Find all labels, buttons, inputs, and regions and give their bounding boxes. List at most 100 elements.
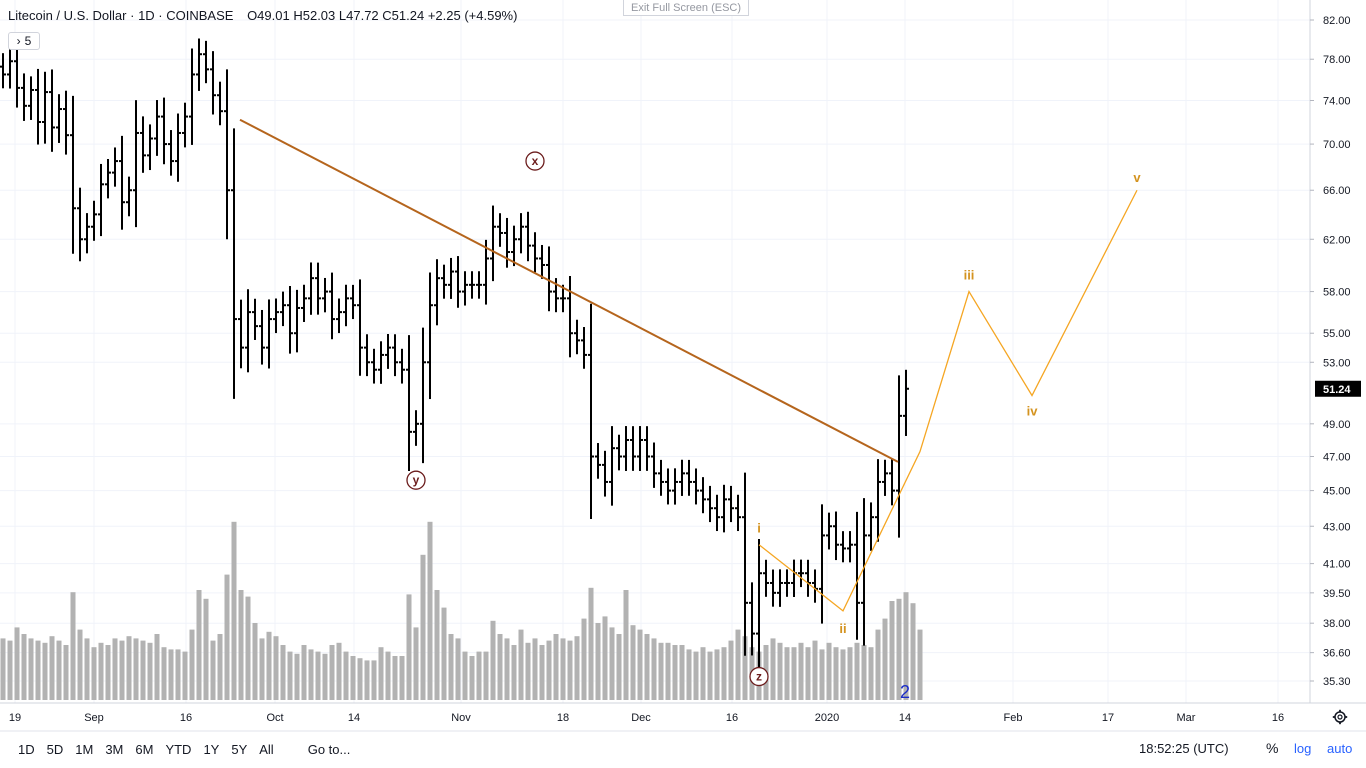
volume-bar bbox=[623, 590, 629, 700]
range-5d-button[interactable]: 5D bbox=[46, 741, 64, 757]
ohlc-bar bbox=[476, 271, 482, 299]
volume-bar bbox=[553, 634, 559, 700]
symbol-name: Litecoin / U.S. Dollar bbox=[8, 8, 127, 23]
x-tick-label: 2020 bbox=[815, 712, 839, 724]
y-tick-label: 74.00 bbox=[1323, 96, 1351, 108]
volume-bar bbox=[875, 629, 881, 700]
volume-bar bbox=[651, 638, 657, 700]
volume-bar bbox=[448, 634, 454, 700]
goto-button[interactable]: Go to... bbox=[307, 741, 351, 757]
volume-bar bbox=[259, 638, 265, 700]
ohlc-bar bbox=[714, 494, 720, 532]
range-1d-button[interactable]: 1D bbox=[18, 741, 35, 757]
volume-bar bbox=[910, 603, 916, 700]
ohlc-bar bbox=[7, 47, 13, 89]
ohlc-bar bbox=[567, 276, 573, 358]
ohlc-bar bbox=[819, 504, 825, 624]
ohlc-bar bbox=[385, 334, 391, 369]
range-1y-button[interactable]: 1Y bbox=[203, 741, 220, 757]
ohlc-bar bbox=[70, 95, 76, 254]
symbol-legend: Litecoin / U.S. Dollar · 1D · COINBASE O… bbox=[8, 8, 518, 23]
ohlc-bar bbox=[357, 279, 363, 376]
ohlc-bar bbox=[791, 559, 797, 597]
volume-bar bbox=[840, 649, 846, 700]
ohlc-bar bbox=[854, 511, 860, 640]
ohlc-bar bbox=[56, 94, 62, 143]
range-5y-button[interactable]: 5Y bbox=[231, 741, 248, 757]
circle-text: x bbox=[532, 154, 539, 168]
close-value: C51.24 bbox=[382, 8, 425, 23]
volume-bar bbox=[287, 651, 293, 700]
price-axis: 82.00 78.00 74.00 70.00 66.00 62.00 58.00 55.00… bbox=[1310, 15, 1361, 688]
range-ytd-button[interactable]: YTD bbox=[165, 741, 192, 757]
y-tick-label: 41.00 bbox=[1323, 559, 1351, 571]
low-value: L47.72 bbox=[338, 8, 379, 23]
ohlc-bar bbox=[763, 559, 769, 597]
circle-marker bbox=[749, 666, 769, 687]
exit-fullscreen-button[interactable]: Exit Full Screen (ESC) bbox=[623, 0, 749, 16]
y-tick-label: 49.00 bbox=[1323, 419, 1351, 431]
volume-bar bbox=[917, 629, 923, 700]
ohlc-bar bbox=[658, 459, 664, 496]
last-price-tag bbox=[1315, 380, 1361, 397]
y-tick-label: 38.00 bbox=[1323, 618, 1351, 630]
ohlc-bar bbox=[882, 459, 888, 496]
ohlc-bar bbox=[672, 468, 678, 505]
range-1m-button[interactable]: 1M bbox=[75, 741, 94, 757]
volume-bar bbox=[714, 649, 720, 700]
y-tick-label: 82.00 bbox=[1323, 15, 1351, 27]
volume-bar bbox=[0, 638, 6, 700]
y-tick-label: 36.60 bbox=[1323, 648, 1351, 660]
ohlc-bar bbox=[861, 498, 867, 646]
volume-bar bbox=[672, 645, 678, 700]
ohlc-bar bbox=[189, 48, 195, 145]
x-tick-label: 14 bbox=[348, 712, 360, 724]
auto-scale-button[interactable]: auto bbox=[1327, 741, 1353, 756]
volume-bar bbox=[847, 647, 853, 700]
volume-bar bbox=[217, 634, 223, 700]
ohlc-bar bbox=[231, 128, 237, 399]
volume-bar bbox=[294, 653, 300, 700]
ohlc-bar bbox=[455, 256, 461, 308]
volume-bar bbox=[889, 601, 895, 700]
ohlc-bar bbox=[742, 472, 748, 656]
volume-bar bbox=[658, 642, 664, 700]
volume-bar bbox=[882, 618, 888, 700]
ohlc-bar bbox=[434, 259, 440, 326]
log-scale-button[interactable]: log bbox=[1294, 741, 1312, 756]
volume-bar bbox=[539, 645, 545, 700]
ohlc-bar bbox=[343, 284, 349, 327]
percent-scale-button[interactable]: % bbox=[1266, 740, 1279, 756]
ohlc-bar bbox=[833, 511, 839, 561]
volume-bar bbox=[700, 647, 706, 700]
ohlc-bar bbox=[539, 244, 545, 279]
interval-toggle-button[interactable]: › 5 bbox=[8, 32, 40, 50]
range-3m-button[interactable]: 3M bbox=[105, 741, 124, 757]
x-tick-label: 19 bbox=[9, 712, 21, 724]
volume-bar bbox=[511, 645, 517, 700]
ohlc-bar bbox=[140, 116, 146, 173]
volume-bar bbox=[826, 642, 832, 700]
exchange-label: COINBASE bbox=[166, 8, 234, 23]
volume-bar bbox=[595, 623, 601, 700]
range-all-button[interactable]: All bbox=[259, 741, 274, 757]
volume-bar bbox=[497, 634, 503, 700]
y-tick-label: 78.00 bbox=[1323, 54, 1351, 66]
volume-bar bbox=[182, 651, 188, 700]
volume-bar bbox=[49, 636, 55, 700]
range-6m-button[interactable]: 6M bbox=[135, 741, 154, 757]
ohlc-bar bbox=[175, 113, 181, 182]
volume-bar bbox=[532, 638, 538, 700]
ohlc-bar bbox=[686, 459, 692, 496]
ohlc-bar bbox=[238, 299, 244, 369]
ohlc-bar bbox=[266, 299, 272, 369]
wave-label-iv: iv bbox=[1027, 404, 1039, 419]
volume-bar bbox=[567, 640, 573, 700]
ohlc-bar bbox=[287, 286, 293, 354]
utc-clock[interactable]: 18:52:25 (UTC) bbox=[1139, 741, 1229, 756]
ohlc-bar bbox=[609, 426, 615, 506]
volume-bar bbox=[189, 629, 195, 700]
x-tick-label: 18 bbox=[557, 712, 569, 724]
gear-icon[interactable] bbox=[1332, 709, 1348, 725]
